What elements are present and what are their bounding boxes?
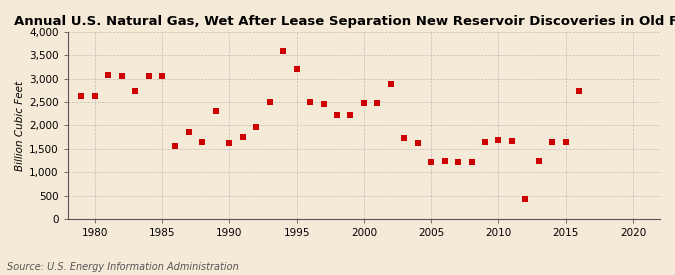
Point — [184, 129, 194, 134]
Point — [304, 99, 315, 104]
Point — [372, 100, 383, 105]
Point — [157, 74, 167, 79]
Point — [89, 94, 100, 98]
Point — [453, 160, 464, 164]
Point — [291, 67, 302, 72]
Point — [466, 160, 477, 164]
Point — [251, 125, 262, 130]
Point — [399, 136, 410, 140]
Title: Annual U.S. Natural Gas, Wet After Lease Separation New Reservoir Discoveries in: Annual U.S. Natural Gas, Wet After Lease… — [14, 15, 675, 28]
Point — [480, 140, 491, 144]
Point — [238, 135, 248, 139]
Point — [331, 112, 342, 117]
Point — [265, 100, 275, 104]
Text: Source: U.S. Energy Information Administration: Source: U.S. Energy Information Administ… — [7, 262, 238, 272]
Point — [345, 113, 356, 117]
Point — [103, 73, 113, 77]
Point — [277, 49, 288, 53]
Point — [76, 94, 86, 99]
Point — [574, 89, 585, 94]
Point — [197, 140, 208, 144]
Point — [358, 100, 369, 105]
Y-axis label: Billion Cubic Feet: Billion Cubic Feet — [15, 80, 25, 170]
Point — [385, 82, 396, 86]
Point — [520, 197, 531, 202]
Point — [116, 74, 127, 78]
Point — [439, 159, 450, 164]
Point — [130, 89, 140, 94]
Point — [493, 138, 504, 143]
Point — [547, 140, 558, 144]
Point — [143, 74, 154, 79]
Point — [170, 144, 181, 149]
Point — [412, 141, 423, 145]
Point — [560, 140, 571, 144]
Point — [426, 160, 437, 164]
Point — [211, 109, 221, 113]
Point — [506, 139, 517, 143]
Point — [318, 102, 329, 107]
Point — [533, 159, 544, 163]
Point — [224, 141, 235, 145]
